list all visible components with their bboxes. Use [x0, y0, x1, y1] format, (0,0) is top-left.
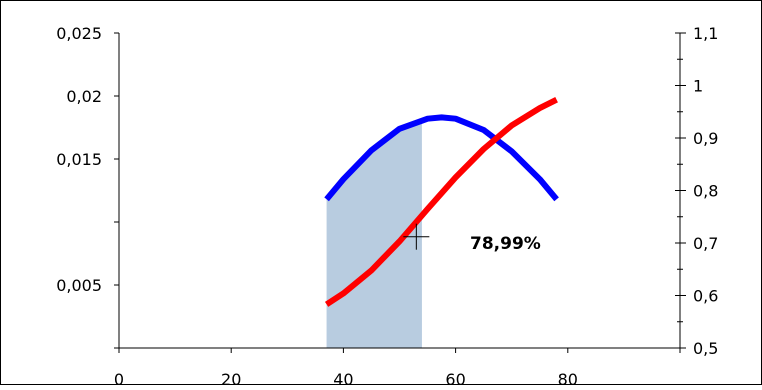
series-group	[324, 97, 559, 307]
series-red-line	[324, 97, 558, 307]
annotation-label: 78,99%	[470, 234, 541, 254]
y-right-tick-label: 0,7	[693, 234, 718, 253]
series-blue-line	[324, 114, 559, 202]
x-tick-label: 60	[445, 370, 465, 385]
x-tick-label: 40	[333, 370, 353, 385]
y-left-tick-label: 0,005	[56, 276, 102, 295]
y-left-tick-label: 0,025	[56, 24, 102, 43]
marker-group	[403, 223, 430, 250]
x-tick-label: 20	[221, 370, 241, 385]
y-left-tick-label: 0,015	[56, 150, 102, 169]
y-right-tick-label: 1,1	[693, 24, 718, 43]
y-right-tick-label: 0,5	[693, 339, 718, 358]
x-tick-label: 80	[558, 370, 578, 385]
x-tick-label: 0	[114, 370, 124, 385]
tick-labels-group: 0,005 0,015 0,02 0,025 0,5 0,6 0,7 0,8 0,9 1 1,1 0 2…	[56, 24, 718, 389]
y-right-tick-label: 0,6	[693, 287, 718, 306]
y-left-tick-label: 0,02	[66, 87, 102, 106]
y-right-tick-label: 0,8	[693, 182, 718, 201]
y-right-tick-label: 0,9	[693, 129, 718, 148]
y-right-tick-label: 1	[693, 77, 703, 96]
